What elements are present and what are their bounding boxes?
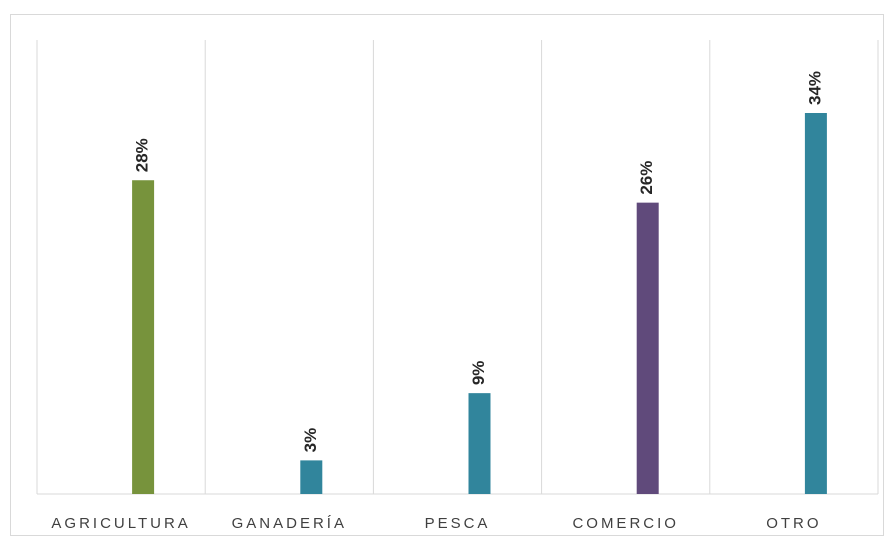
x-tick-label: GANADERÍA: [232, 515, 347, 532]
data-label: 26%: [637, 161, 656, 195]
bar: [300, 460, 323, 494]
bar: [804, 113, 827, 494]
data-label: 3%: [301, 428, 320, 453]
x-tick-label: AGRICULTURA: [51, 515, 190, 532]
data-label: 28%: [133, 138, 152, 172]
x-tick-label: COMERCIO: [572, 515, 679, 532]
chart-border: [10, 14, 884, 536]
bar: [468, 393, 491, 494]
bar: [636, 202, 659, 494]
x-tick-label: PESCA: [425, 515, 491, 532]
x-tick-label: OTRO: [766, 515, 821, 532]
data-label: 34%: [805, 71, 824, 105]
bar: [132, 180, 155, 494]
data-label: 9%: [469, 361, 488, 386]
